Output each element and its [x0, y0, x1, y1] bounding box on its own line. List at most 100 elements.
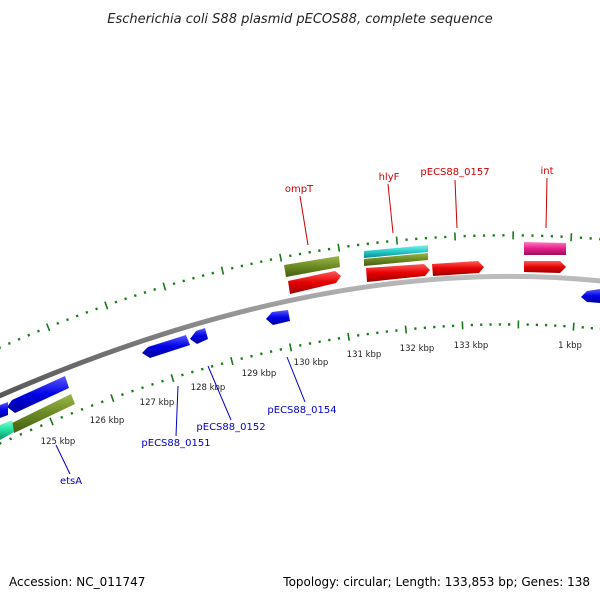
inner-ring-minor-tick [60, 415, 64, 419]
gene-pECS88-0151[interactable] [142, 335, 190, 358]
inner-ring-major-tick [288, 343, 293, 352]
outer-ring-major-tick [337, 243, 341, 252]
inner-ring-minor-tick [29, 428, 33, 432]
map-title: Escherichia coli S88 plasmid pECOS88, co… [107, 12, 492, 27]
outer-ring-minor-tick [211, 271, 215, 275]
gene-etsA[interactable] [7, 376, 69, 413]
inner-ring-major-tick [170, 373, 175, 383]
gene-pECS88-0152[interactable] [190, 328, 208, 344]
outer-ring-major-tick [45, 323, 51, 332]
label-hlyF: hlyF [379, 172, 400, 183]
outer-ring-minor-tick [27, 333, 31, 337]
feature-teal-etsA[interactable] [0, 420, 14, 440]
gene-reverse-1[interactable] [581, 289, 600, 303]
scale-label-130kbp: 130 kbp [294, 358, 329, 368]
inner-ring-minor-tick [279, 348, 283, 351]
inner-ring-minor-tick [250, 354, 253, 358]
feature-cyan-hlyF[interactable] [364, 245, 428, 258]
inner-ring-minor-tick [210, 364, 214, 368]
outer-tick-ring [0, 231, 600, 349]
outer-ring-minor-tick [182, 279, 186, 283]
outer-ring-minor-tick [201, 274, 205, 278]
inner-ring-minor-tick [90, 404, 94, 408]
outer-ring-minor-tick [172, 282, 176, 286]
outer-ring-minor-tick [143, 291, 147, 294]
inner-ring-minor-tick [80, 407, 84, 411]
gene-int[interactable] [524, 261, 566, 273]
inner-ring-minor-tick [161, 379, 164, 383]
scale-label-127kbp: 127 kbp [140, 398, 175, 408]
gene-hlyF[interactable] [366, 264, 430, 282]
outer-ring-minor-tick [124, 297, 128, 301]
label-pECS88-0152: pECS88_0152 [196, 422, 265, 433]
label-etsA: etsA [60, 476, 82, 487]
outer-ring-major-tick [279, 253, 283, 262]
inner-ring-major-tick [404, 325, 408, 334]
inner-ring-minor-tick [259, 352, 263, 356]
gene-pECS88-0157[interactable] [432, 261, 484, 276]
inner-ring-minor-tick [39, 424, 43, 428]
forward-gene-track [284, 242, 566, 294]
feature-pink-int[interactable] [524, 242, 566, 255]
inner-ring-minor-tick [240, 357, 244, 361]
outer-ring-minor-tick [230, 266, 234, 270]
inner-ring-minor-tick [151, 382, 154, 386]
outer-ring-minor-tick [85, 310, 89, 314]
outer-ring-minor-tick [36, 329, 40, 333]
label-pECS88-0154: pECS88_0154 [267, 405, 336, 416]
outer-ring-minor-tick [75, 314, 79, 318]
inner-ring-major-tick [230, 357, 234, 366]
inner-ring-minor-tick [19, 432, 23, 436]
inner-ring-minor-tick [9, 437, 13, 441]
outer-ring-major-tick [162, 282, 167, 291]
outer-ring-minor-tick [66, 318, 69, 322]
scale-label-129kbp: 129 kbp [242, 369, 277, 379]
inner-ring-minor-tick [200, 367, 204, 371]
outer-ring-major-tick [395, 236, 399, 245]
inner-ring-minor-tick [141, 386, 144, 390]
inner-ring-minor-tick [0, 441, 2, 445]
reverse-gene-track [0, 289, 600, 440]
outer-ring-minor-tick [7, 341, 11, 345]
inner-ring-minor-tick [70, 411, 74, 415]
gene-pECS88-0154[interactable] [266, 310, 290, 325]
gene-ompT[interactable] [288, 271, 341, 294]
inner-ring-major-tick [347, 332, 350, 341]
outer-ring-minor-tick [153, 288, 157, 291]
label-leaders [55, 177, 548, 475]
rna-hlyF-region[interactable] [364, 253, 428, 266]
scale-label-126kbp: 126 kbp [90, 416, 125, 426]
outer-ring-minor-tick [56, 321, 60, 325]
label-pECS88-0157: pECS88_0157 [420, 167, 489, 178]
label-pECS88-0151: pECS88_0151 [141, 438, 210, 449]
inner-ring-minor-tick [120, 393, 124, 397]
outer-ring-minor-tick [250, 262, 253, 266]
scale-label-125kbp: 125 kbp [41, 437, 76, 447]
scale-label-128kbp: 128 kbp [191, 383, 226, 393]
plasmid-backbone [0, 273, 600, 399]
outer-ring-minor-tick [95, 307, 99, 311]
outer-ring-minor-tick [133, 294, 137, 298]
scale-label-131kbp: 131 kbp [347, 350, 382, 360]
outer-ring-minor-tick [114, 300, 118, 304]
rna-etsA-region[interactable] [12, 394, 75, 433]
inner-ring-minor-tick [100, 400, 104, 404]
summary-text: Topology: circular; Length: 133,853 bp; … [282, 575, 590, 589]
inner-ring-major-tick [110, 394, 115, 403]
inner-ring-minor-tick [220, 362, 224, 366]
outer-ring-major-tick [220, 266, 225, 275]
accession-text: Accession: NC_011747 [9, 575, 145, 589]
label-int: int [540, 166, 553, 177]
rna-ompT-region[interactable] [284, 256, 340, 277]
outer-ring-major-tick [104, 301, 109, 310]
inner-ring-minor-tick [269, 350, 273, 353]
scale-label-132kbp: 132 kbp [400, 344, 435, 354]
gene-reverse-edge[interactable] [0, 402, 8, 418]
inner-ring-minor-tick [181, 373, 184, 377]
outer-ring-minor-tick [240, 264, 244, 268]
outer-ring-minor-tick [192, 276, 195, 280]
label-ompT: ompT [285, 184, 314, 195]
inner-ring-major-tick [572, 322, 575, 331]
scale-label-1kbp: 1 kbp [558, 341, 582, 351]
